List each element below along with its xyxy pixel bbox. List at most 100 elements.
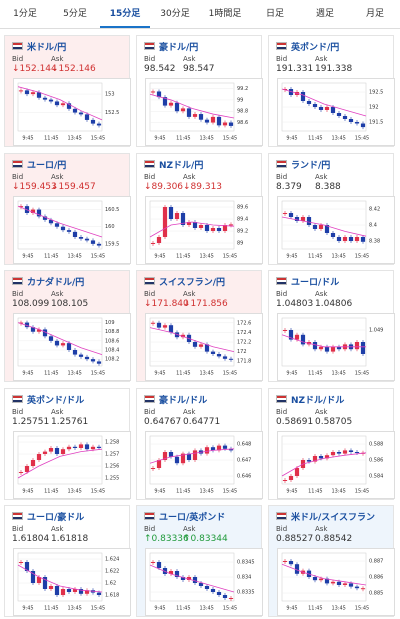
- currency-pair: ユーロ/豪ドル: [27, 513, 85, 523]
- candle-body: [60, 589, 66, 595]
- y-tick-label: 0.8335: [237, 590, 255, 596]
- ask-label: Ask: [51, 407, 64, 416]
- candle-body: [96, 361, 102, 364]
- candle-body: [312, 104, 318, 107]
- candle-body: [216, 354, 222, 357]
- candle-body: [18, 90, 24, 92]
- ask-label: Ask: [315, 55, 328, 63]
- candle-body: [156, 236, 162, 243]
- flag-icon: [276, 277, 287, 285]
- rate-card[interactable]: 豪ドル/ドル Bid Ask 0.64767 0.64771 0.648 0.647 0.64…: [136, 387, 263, 500]
- currency-pair: 豪ドル/円: [159, 43, 199, 53]
- rate-card[interactable]: NZドル/円 Bid Ask ↓89.306 ↓89.313 89.6 89.4 89.2 89…: [136, 152, 263, 265]
- bid-label: Bid: [276, 55, 288, 63]
- candle-body: [324, 107, 330, 110]
- y-tick-label: 0.885: [369, 591, 383, 597]
- candle-body: [78, 589, 84, 594]
- x-tick-label: 15:45: [223, 136, 237, 142]
- plot-frame: [17, 552, 103, 602]
- rate-card[interactable]: NZドル/ドル Bid Ask 0.58691 0.58705 0.588 0.586 0.5…: [268, 387, 395, 500]
- rate-card[interactable]: ユーロ/豪ドル Bid Ask 1.61804 1.61818 1.624 1.622 1.6…: [4, 505, 131, 617]
- rate-card[interactable]: ユーロ/英ポンド Bid Ask ↑0.83336 ↑0.83344 0.8345 0.83…: [136, 505, 263, 617]
- candle-body: [318, 224, 324, 229]
- candle-body: [24, 465, 30, 472]
- y-tick-label: 172.2: [237, 340, 251, 346]
- bid-label: Bid: [144, 407, 156, 416]
- x-tick-label: 11:45: [308, 488, 322, 494]
- candlestick-chart: 0.8345 0.834 0.8335 9:45 11:45 13:45 15:45: [145, 548, 263, 616]
- rate-card[interactable]: スイスフラン/円 Bid Ask ↓171.840 ↓171.856 172.6 172.4…: [136, 270, 263, 382]
- x-tick-label: 15:45: [91, 253, 105, 259]
- candle-body: [162, 97, 168, 106]
- candle-body: [156, 322, 162, 328]
- plot-frame: [149, 82, 235, 132]
- timeframe-tab[interactable]: 日足: [265, 9, 284, 19]
- candle-body: [210, 446, 216, 450]
- rate-card[interactable]: ユーロ/円 Bid Ask ↓159.453 ↓159.457 160.5 160 159.5…: [4, 152, 131, 265]
- candle-body: [78, 112, 84, 115]
- timeframe-tab[interactable]: 1時間足: [208, 9, 242, 19]
- candle-body: [228, 358, 234, 360]
- candle-body: [60, 343, 66, 346]
- timeframe-tab[interactable]: 30分足: [160, 9, 190, 19]
- candle-body: [150, 242, 156, 244]
- x-tick-label: 13:45: [67, 371, 81, 377]
- x-tick-label: 11:45: [176, 606, 190, 612]
- candle-body: [72, 231, 78, 237]
- candle-body: [348, 449, 354, 452]
- timeframe-tab[interactable]: 週足: [315, 9, 334, 19]
- plot-frame: [17, 435, 103, 484]
- x-tick-label: 11:45: [308, 253, 322, 259]
- y-tick-label: 0.8345: [237, 560, 255, 566]
- currency-pair: 米ドル/スイスフラン: [291, 513, 376, 523]
- rate-card[interactable]: ランド/円 Bid Ask 8.379 8.388 8.42 8.4 8.38 9:45 11:4…: [268, 152, 395, 265]
- x-tick-label: 9:45: [154, 253, 165, 259]
- timeframe-tab[interactable]: 1分足: [13, 9, 37, 19]
- candle-body: [90, 239, 96, 244]
- currency-pair: ユーロ/ドル: [291, 278, 340, 288]
- ask-value: 1.61818: [51, 534, 89, 544]
- candle-body: [90, 359, 96, 362]
- candle-body: [66, 229, 72, 232]
- rate-card[interactable]: カナダドル/円 Bid Ask 108.099 108.105 109 108.8 108.6…: [4, 270, 131, 382]
- candle-body: [198, 224, 204, 228]
- candle-body: [204, 344, 210, 352]
- rate-card[interactable]: ユーロ/ドル Bid Ask 1.04803 1.04806 1.049 9:45 11:45…: [268, 270, 395, 382]
- candle-body: [24, 322, 30, 328]
- flag-icon: [12, 512, 23, 520]
- flag-icon: [144, 277, 155, 285]
- x-tick-label: 15:45: [355, 488, 369, 494]
- candle-body: [150, 467, 156, 469]
- x-tick-label: 13:45: [199, 253, 213, 259]
- candle-body: [312, 577, 318, 581]
- rate-card[interactable]: 豪ドル/円 Bid Ask 98.542 98.547 99.2 99 98.8 98.6 9:4…: [136, 35, 263, 147]
- candle-body: [288, 475, 294, 480]
- flag-icon: [144, 42, 155, 50]
- candle-body: [168, 571, 174, 574]
- candle-body: [72, 589, 78, 592]
- timeframe-tab[interactable]: 15分足: [100, 0, 150, 28]
- rate-card[interactable]: 米ドル/スイスフラン Bid Ask 0.88527 0.88542 0.887 0.886…: [268, 505, 395, 617]
- timeframe-tab[interactable]: 月足: [365, 9, 384, 19]
- rate-card[interactable]: 英ポンド/ドル Bid Ask 1.25751 1.25761 1.258 1.257 1.2…: [4, 387, 131, 500]
- y-tick-label: 0.648: [237, 441, 251, 447]
- x-tick-label: 9:45: [286, 136, 297, 142]
- rate-card[interactable]: 英ポンド/円 Bid Ask 191.331 191.338 192.5 192 191.5 9…: [268, 35, 395, 147]
- moving-average: [149, 327, 235, 352]
- candlestick-chart: 1.258 1.257 1.256 1.255 9:45 11:45 13:45 15:45: [13, 430, 131, 499]
- candle-body: [294, 467, 300, 476]
- bid-value: 1.04803: [276, 299, 314, 309]
- y-tick-label: 99: [237, 97, 243, 103]
- candle-body: [174, 571, 180, 577]
- bid-label: Bid: [276, 407, 288, 416]
- y-tick-label: 0.586: [369, 457, 383, 463]
- candle-body: [42, 97, 48, 100]
- rate-card[interactable]: 米ドル/円 Bid Ask ↓152.144 ↓152.146 153 152.5 9:45 1…: [4, 35, 131, 147]
- candle-body: [324, 346, 330, 352]
- candle-body: [186, 453, 192, 460]
- bid-value: ↓152.144: [12, 64, 57, 74]
- candle-body: [204, 224, 210, 231]
- ask-value: 0.58705: [315, 416, 353, 427]
- timeframe-tab[interactable]: 5分足: [63, 9, 87, 19]
- candle-body: [222, 122, 228, 126]
